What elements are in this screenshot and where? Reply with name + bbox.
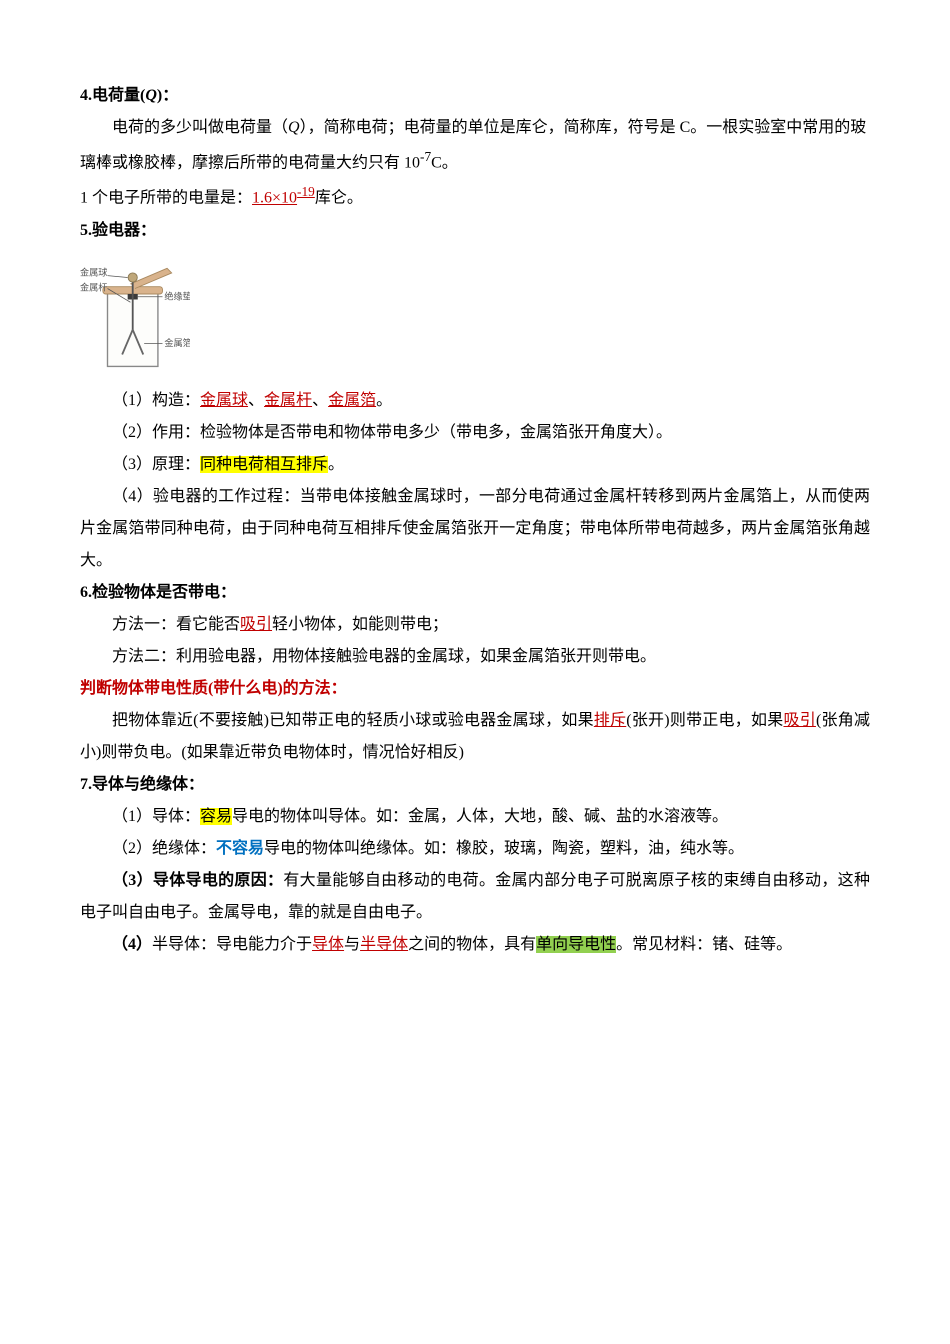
electroscope-diagram: 金属球 金属杆 绝缘垫 金属箔	[80, 251, 190, 381]
s7-i2-b: 不容易	[216, 840, 264, 857]
s5-item3: （3）原理：同种电荷相互排斥。	[80, 449, 870, 481]
s6-method1: 方法一：看它能否吸引轻小物体，如能则带电；	[80, 609, 870, 641]
s6-j-d: 吸引	[783, 712, 815, 729]
section-6-heading: 6.检验物体是否带电：	[80, 577, 870, 609]
section-7-heading: 7.导体与绝缘体：	[80, 769, 870, 801]
s7-item4: （4）半导体：导电能力介于导体与半导体之间的物体，具有单向导电性。常见材料：锗、…	[80, 929, 870, 961]
s5-i3-b: 同种电荷相互排斥	[200, 456, 328, 473]
s4-p2-b: 库仑。	[315, 190, 363, 207]
s4-p1-a: 电荷的多少叫做电荷量（	[112, 119, 288, 136]
s7-i2-c: 导电的物体叫绝缘体。如：橡胶，玻璃，陶瓷，塑料，油，纯水等。	[264, 840, 744, 857]
s6-j-b: 排斥	[594, 712, 626, 729]
s7-i1-c: 导电的物体叫导体。如：金属，人体，大地，酸、碱、盐的水溶液等。	[232, 808, 728, 825]
s4-para2: 1 个电子所带的电量是：1.6×10-19库仑。	[80, 179, 870, 214]
s4-p2-a: 1 个电子所带的电量是：	[80, 190, 252, 207]
s7-i3-a: （3）导体导电的原因：	[112, 872, 283, 889]
s5-i1-b: 金属球	[200, 392, 248, 409]
s6-j-a: 把物体靠近(不要接触)已知带正电的轻质小球或验电器金属球，如果	[112, 712, 594, 729]
s5-i1-d: 金属杆	[264, 392, 312, 409]
section-5-heading: 5.验电器：	[80, 215, 870, 247]
s4-p2-val-a: 1.6×10	[252, 190, 297, 207]
s7-item1: （1）导体：容易导电的物体叫导体。如：金属，人体，大地，酸、碱、盐的水溶液等。	[80, 801, 870, 833]
s5-item2: （2）作用：检验物体是否带电和物体带电多少（带电多，金属箔张开角度大）。	[80, 417, 870, 449]
s5-i1-a: （1）构造：	[112, 392, 200, 409]
s4-p2-val-sup: -19	[297, 184, 315, 199]
s5-i1-f: 金属箔	[328, 392, 376, 409]
diagram-label-rod: 金属杆	[80, 281, 107, 292]
s7-i4-b: 半导体：导电能力介于	[152, 936, 312, 953]
s5-item4: （4）验电器的工作过程：当带电体接触金属球时，一部分电荷通过金属杆转移到两片金属…	[80, 481, 870, 577]
s7-i4-d: 与	[344, 936, 360, 953]
diagram-label-foil: 金属箔	[164, 337, 190, 348]
s5-i1-e: 、	[312, 392, 328, 409]
s4-heading-a: 4.电荷量(	[80, 87, 145, 104]
s5-i3-a: （3）原理：	[112, 456, 200, 473]
section-4-heading: 4.电荷量(Q)：	[80, 80, 870, 112]
s4-p1-c: C。	[431, 154, 458, 171]
s7-i2-a: （2）绝缘体：	[112, 840, 216, 857]
s6-judge-title: 判断物体带电性质(带什么电)的方法：	[80, 673, 870, 705]
diagram-label-pad: 绝缘垫	[164, 290, 190, 301]
s5-i1-g: 。	[376, 392, 392, 409]
s4-p1-sup: -7	[420, 149, 431, 164]
s7-item2: （2）绝缘体：不容易导电的物体叫绝缘体。如：橡胶，玻璃，陶瓷，塑料，油，纯水等。	[80, 833, 870, 865]
s6-method2: 方法二：利用验电器，用物体接触验电器的金属球，如果金属箔张开则带电。	[80, 641, 870, 673]
s7-item3: （3）导体导电的原因：有大量能够自由移动的电荷。金属内部分电子可脱离原子核的束缚…	[80, 865, 870, 929]
s6-judge-body: 把物体靠近(不要接触)已知带正电的轻质小球或验电器金属球，如果排斥(张开)则带正…	[80, 705, 870, 769]
s7-i1-b: 容易	[200, 808, 232, 825]
s7-i4-a: （4）	[112, 936, 152, 953]
s7-i1-a: （1）导体：	[112, 808, 200, 825]
s4-para1: 电荷的多少叫做电荷量（Q），简称电荷；电荷量的单位是库仑，简称库，符号是 C。一…	[80, 112, 870, 179]
s5-i1-c: 、	[248, 392, 264, 409]
s6-j-c: (张开)则带正电，如果	[626, 712, 783, 729]
s4-heading-q: Q	[145, 87, 157, 104]
s4-heading-b: )：	[157, 87, 178, 104]
diagram-label-ball: 金属球	[80, 266, 107, 277]
s7-i4-e: 半导体	[360, 936, 408, 953]
s5-item1: （1）构造：金属球、金属杆、金属箔。	[80, 385, 870, 417]
s7-i4-g: 单向导电性	[536, 936, 616, 953]
s6-m1-a: 方法一：看它能否	[112, 616, 240, 633]
s4-p1-q: Q	[288, 119, 300, 136]
s7-i4-f: 之间的物体，具有	[408, 936, 536, 953]
s5-i3-c: 。	[328, 456, 344, 473]
s6-m1-c: 轻小物体，如能则带电；	[272, 616, 448, 633]
s6-m1-b: 吸引	[240, 616, 272, 633]
s7-i4-c: 导体	[312, 936, 344, 953]
s7-i4-h: 。常见材料：锗、硅等。	[616, 936, 792, 953]
